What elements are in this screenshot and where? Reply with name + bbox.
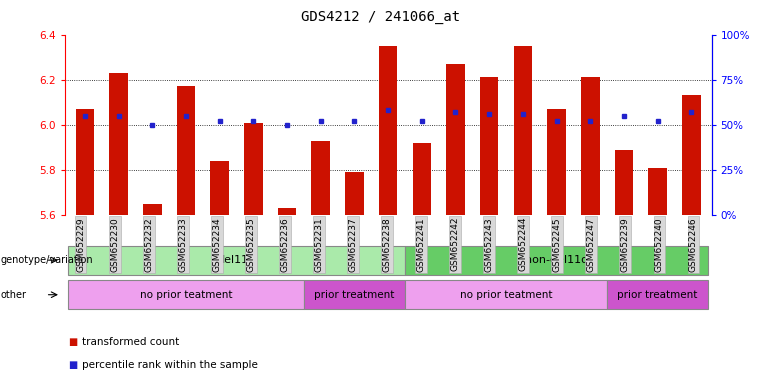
Bar — [143, 204, 161, 215]
Bar — [405, 246, 708, 275]
Bar — [379, 46, 397, 215]
Bar — [648, 168, 667, 215]
Text: GSM652239: GSM652239 — [621, 217, 630, 272]
Bar — [311, 141, 330, 215]
Bar — [480, 78, 498, 215]
Text: GSM652242: GSM652242 — [451, 217, 460, 271]
Text: prior treatment: prior treatment — [314, 290, 395, 300]
Text: GSM652244: GSM652244 — [519, 217, 527, 271]
Bar — [581, 78, 600, 215]
Text: GSM652237: GSM652237 — [349, 217, 358, 272]
Text: no prior teatment: no prior teatment — [140, 290, 232, 300]
Bar — [110, 73, 128, 215]
Bar — [68, 246, 405, 275]
Bar — [446, 64, 465, 215]
Text: GSM652238: GSM652238 — [383, 217, 391, 272]
Text: prior treatment: prior treatment — [617, 290, 698, 300]
Bar — [615, 150, 633, 215]
Bar — [547, 109, 566, 215]
Text: GSM652232: GSM652232 — [144, 217, 153, 271]
Text: GSM652245: GSM652245 — [552, 217, 562, 271]
Text: other: other — [1, 290, 27, 300]
Bar — [607, 280, 708, 309]
Text: GSM652240: GSM652240 — [655, 217, 664, 271]
Bar — [514, 46, 532, 215]
Text: percentile rank within the sample: percentile rank within the sample — [82, 360, 258, 370]
Text: GSM652247: GSM652247 — [587, 217, 596, 271]
Text: GSM652246: GSM652246 — [689, 217, 698, 271]
Bar — [412, 143, 431, 215]
Bar — [405, 280, 607, 309]
Text: GSM652241: GSM652241 — [416, 217, 425, 271]
Text: GSM652229: GSM652229 — [76, 217, 85, 271]
Bar — [304, 280, 405, 309]
Text: GSM652236: GSM652236 — [280, 217, 289, 272]
Bar — [177, 86, 196, 215]
Text: GSM652230: GSM652230 — [110, 217, 119, 272]
Text: GDS4212 / 241066_at: GDS4212 / 241066_at — [301, 10, 460, 23]
Bar — [278, 208, 296, 215]
Bar — [682, 96, 701, 215]
Text: GSM652243: GSM652243 — [485, 217, 494, 271]
Text: ■: ■ — [68, 337, 78, 347]
Text: GSM652231: GSM652231 — [314, 217, 323, 272]
Text: GSM652234: GSM652234 — [212, 217, 221, 271]
Text: GSM652233: GSM652233 — [178, 217, 187, 272]
Text: non-del11q: non-del11q — [525, 255, 588, 265]
Text: transformed count: transformed count — [82, 337, 180, 347]
Bar — [68, 280, 304, 309]
Bar — [75, 109, 94, 215]
Bar — [210, 161, 229, 215]
Text: ■: ■ — [68, 360, 78, 370]
Bar — [244, 122, 263, 215]
Text: GSM652235: GSM652235 — [247, 217, 256, 272]
Bar — [345, 172, 364, 215]
Text: del11q: del11q — [218, 255, 256, 265]
Text: no prior teatment: no prior teatment — [460, 290, 552, 300]
Text: genotype/variation: genotype/variation — [1, 255, 94, 265]
